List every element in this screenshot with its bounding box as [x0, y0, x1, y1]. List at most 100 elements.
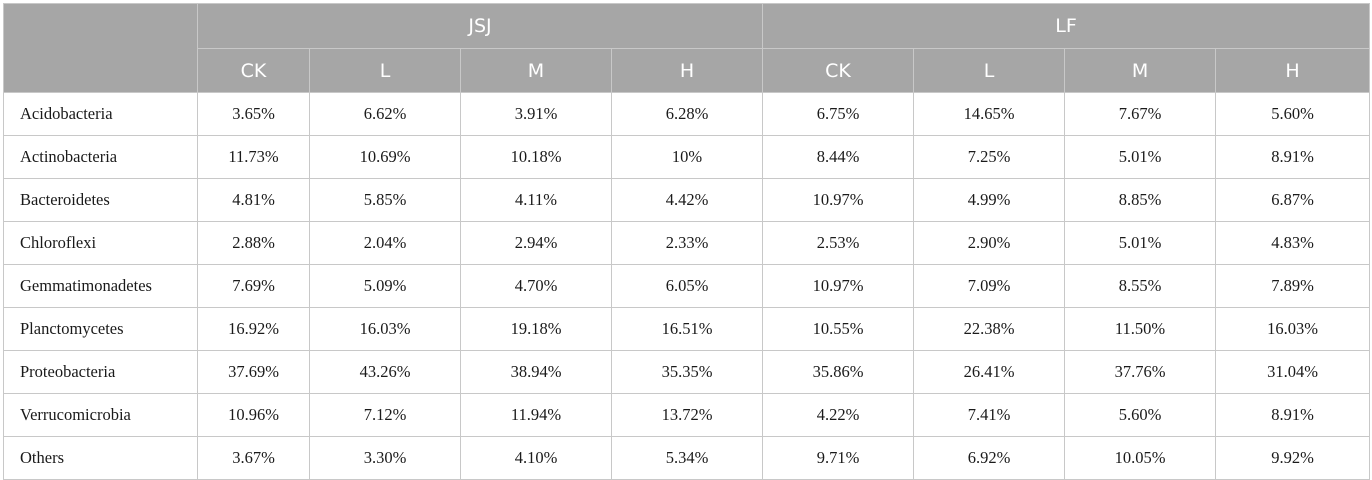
treatment-header: CK: [197, 48, 310, 93]
value-cell: 6.87%: [1215, 178, 1371, 222]
treatment-header: L: [309, 48, 461, 93]
value-cell: 16.51%: [610, 307, 764, 351]
value-cell: 13.72%: [610, 393, 764, 437]
value-cell: 3.91%: [460, 92, 612, 136]
value-cell: 10.97%: [762, 264, 915, 308]
value-cell: 9.92%: [1215, 436, 1371, 480]
value-cell: 2.94%: [460, 221, 612, 265]
table-row: Acidobacteria 3.65% 6.62% 3.91% 6.28% 6.75% 14…: [3, 92, 1371, 136]
value-cell: 8.91%: [1215, 393, 1371, 437]
phylum-name-cell: Chloroflexi: [3, 221, 198, 265]
corner-cell: [3, 3, 198, 93]
value-cell: 8.44%: [762, 135, 915, 179]
value-cell: 7.69%: [197, 264, 310, 308]
treatment-header: M: [460, 48, 612, 93]
value-cell: 4.42%: [610, 178, 764, 222]
value-cell: 4.99%: [913, 178, 1066, 222]
value-cell: 10.18%: [460, 135, 612, 179]
phylum-name-cell: Bacteroidetes: [3, 178, 198, 222]
value-cell: 2.33%: [610, 221, 764, 265]
value-cell: 2.53%: [762, 221, 915, 265]
phylum-name-cell: Proteobacteria: [3, 350, 198, 394]
table-row: Others 3.67% 3.30% 4.10% 5.34% 9.71% 6.92% 10.0…: [3, 436, 1371, 480]
phylum-name-cell: Acidobacteria: [3, 92, 198, 136]
value-cell: 11.50%: [1064, 307, 1217, 351]
value-cell: 8.91%: [1215, 135, 1371, 179]
value-cell: 38.94%: [460, 350, 612, 394]
value-cell: 22.38%: [913, 307, 1066, 351]
value-cell: 9.71%: [762, 436, 915, 480]
value-cell: 3.30%: [309, 436, 461, 480]
value-cell: 10%: [610, 135, 764, 179]
value-cell: 7.25%: [913, 135, 1066, 179]
treatment-header: H: [1215, 48, 1371, 93]
value-cell: 8.55%: [1064, 264, 1217, 308]
phylum-name-cell: Others: [3, 436, 198, 480]
value-cell: 10.97%: [762, 178, 915, 222]
group-header-jsj: JSJ: [196, 3, 764, 49]
treatment-header: M: [1064, 48, 1217, 93]
value-cell: 4.83%: [1215, 221, 1371, 265]
value-cell: 11.94%: [460, 393, 612, 437]
table-row: Verrucomicrobia 10.96% 7.12% 11.94% 13.72% 4.…: [3, 393, 1371, 437]
value-cell: 5.09%: [309, 264, 461, 308]
value-cell: 5.85%: [309, 178, 461, 222]
treatment-header: CK: [762, 48, 915, 93]
value-cell: 3.65%: [197, 92, 310, 136]
value-cell: 2.90%: [913, 221, 1066, 265]
table-body: Acidobacteria 3.65% 6.62% 3.91% 6.28% 6.75% 14…: [3, 92, 1371, 480]
value-cell: 5.01%: [1064, 221, 1217, 265]
value-cell: 31.04%: [1215, 350, 1371, 394]
value-cell: 7.89%: [1215, 264, 1371, 308]
value-cell: 6.62%: [309, 92, 461, 136]
value-cell: 14.65%: [913, 92, 1066, 136]
treatment-header: H: [610, 48, 764, 93]
value-cell: 35.86%: [762, 350, 915, 394]
value-cell: 4.10%: [460, 436, 612, 480]
value-cell: 4.70%: [460, 264, 612, 308]
value-cell: 26.41%: [913, 350, 1066, 394]
value-cell: 16.92%: [197, 307, 310, 351]
treatment-header: L: [913, 48, 1066, 93]
value-cell: 11.73%: [197, 135, 310, 179]
value-cell: 2.88%: [197, 221, 310, 265]
value-cell: 5.01%: [1064, 135, 1217, 179]
table-row: Gemmatimonadetes 7.69% 5.09% 4.70% 6.05% 10.9…: [3, 264, 1371, 308]
value-cell: 4.81%: [197, 178, 310, 222]
value-cell: 7.09%: [913, 264, 1066, 308]
table-row: Planctomycetes 16.92% 16.03% 19.18% 16.51% 10…: [3, 307, 1371, 351]
group-header-lf: LF: [762, 3, 1371, 49]
value-cell: 6.75%: [762, 92, 915, 136]
value-cell: 4.22%: [762, 393, 915, 437]
value-cell: 5.60%: [1064, 393, 1217, 437]
value-cell: 7.67%: [1064, 92, 1217, 136]
table-header: JSJ LF CK L M H CK L M H: [3, 3, 1371, 93]
value-cell: 6.92%: [913, 436, 1066, 480]
phylum-name-cell: Verrucomicrobia: [3, 393, 198, 437]
table-row: Actinobacteria 11.73% 10.69% 10.18% 10% 8.44%…: [3, 135, 1371, 179]
value-cell: 16.03%: [1215, 307, 1371, 351]
table-row: Proteobacteria 37.69% 43.26% 38.94% 35.35% 35…: [3, 350, 1371, 394]
table-row: Bacteroidetes 4.81% 5.85% 4.11% 4.42% 10.97% 4…: [3, 178, 1371, 222]
value-cell: 10.55%: [762, 307, 915, 351]
table-row: Chloroflexi 2.88% 2.04% 2.94% 2.33% 2.53% 2.90…: [3, 221, 1371, 265]
value-cell: 37.76%: [1064, 350, 1217, 394]
value-cell: 5.60%: [1215, 92, 1371, 136]
value-cell: 7.12%: [309, 393, 461, 437]
value-cell: 19.18%: [460, 307, 612, 351]
treatment-header-row: CK L M H CK L M H: [4, 48, 1371, 93]
value-cell: 6.28%: [610, 92, 764, 136]
value-cell: 3.67%: [197, 436, 310, 480]
phylum-name-cell: Actinobacteria: [3, 135, 198, 179]
phylum-name-cell: Gemmatimonadetes: [3, 264, 198, 308]
abundance-table: JSJ LF CK L M H CK L M H Acidobacteria 3.65% 6.62…: [3, 3, 1371, 480]
value-cell: 7.41%: [913, 393, 1066, 437]
value-cell: 10.96%: [197, 393, 310, 437]
value-cell: 8.85%: [1064, 178, 1217, 222]
value-cell: 16.03%: [309, 307, 461, 351]
value-cell: 10.05%: [1064, 436, 1217, 480]
value-cell: 35.35%: [610, 350, 764, 394]
value-cell: 6.05%: [610, 264, 764, 308]
phylum-name-cell: Planctomycetes: [3, 307, 198, 351]
value-cell: 2.04%: [309, 221, 461, 265]
